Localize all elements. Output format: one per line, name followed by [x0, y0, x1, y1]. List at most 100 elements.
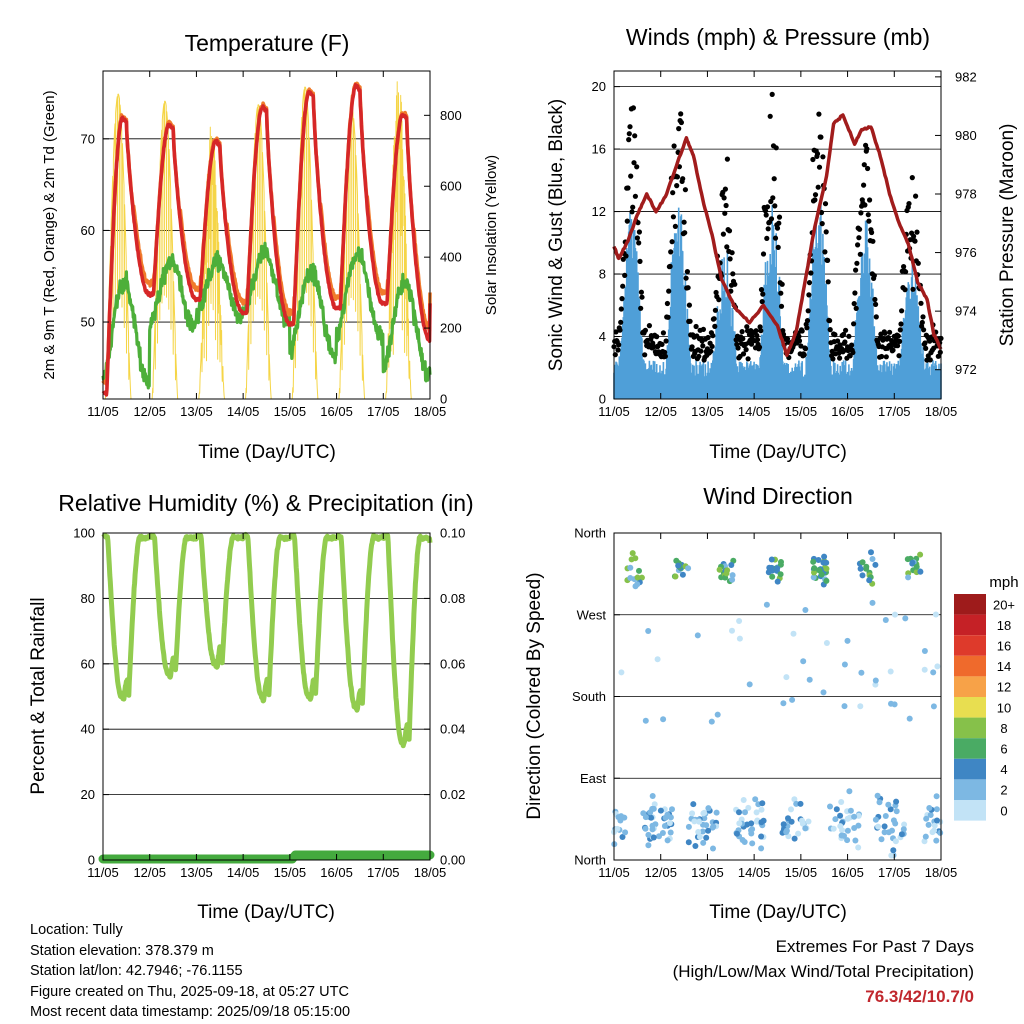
gust-point [666, 288, 672, 294]
gust-point [901, 264, 907, 270]
gust-point [671, 143, 677, 149]
temperature-x-label: Time (Day/UTC) [198, 442, 336, 463]
direction-point [890, 847, 897, 854]
y2-tick-label: 974 [955, 304, 977, 319]
humidity-x-ticks: 11/05 12/05 13/05 14/05 15/05 16/05 17/05 18/05 [87, 533, 446, 880]
direction-point [746, 681, 753, 688]
legend-label: 4 [1000, 762, 1007, 777]
y-tick-label: 0 [88, 853, 95, 868]
direction-point [887, 668, 894, 675]
gust-point [630, 204, 636, 210]
gust-point [622, 272, 628, 278]
direction-point [705, 827, 712, 834]
gust-point [626, 131, 632, 137]
direction-point [934, 663, 941, 670]
gust-point [823, 229, 829, 235]
temperature-title: Temperature (F) [185, 30, 350, 56]
gust-point [869, 229, 875, 236]
x-tick-label: 12/05 [133, 865, 166, 880]
direction-point [816, 567, 822, 573]
gust-point [613, 329, 619, 335]
gust-point [772, 203, 778, 209]
gust-point [612, 352, 618, 358]
direction-point [634, 581, 641, 588]
y-tick-label: 4 [599, 329, 606, 344]
gust-point [624, 218, 630, 224]
direction-point [736, 635, 743, 642]
direction-point [892, 820, 899, 827]
gust-point [796, 338, 803, 344]
gust-point [853, 267, 859, 273]
direction-point [799, 817, 805, 824]
x-tick-label: 13/05 [691, 404, 724, 419]
direction-point [667, 829, 674, 836]
y-tick-label: 100 [73, 526, 95, 541]
gust-point [745, 356, 751, 362]
gust-point [724, 156, 731, 162]
gust-point [764, 235, 770, 241]
x-tick-label: 13/05 [180, 404, 213, 419]
temperature-chart: Temperature (F) 50 60 70 0 200 400 600 800 11/… [41, 30, 500, 463]
direction-point [830, 825, 837, 832]
direction-point [691, 818, 698, 825]
y-tick-label: 80 [81, 591, 95, 606]
x-tick-label: 16/05 [320, 404, 353, 419]
direction-point [847, 807, 854, 814]
gust-point [822, 249, 828, 255]
y2-tick-label: 0.08 [440, 591, 465, 606]
sonic-wind-series [613, 201, 942, 399]
gust-point [827, 327, 833, 333]
direction-point [811, 565, 818, 572]
direction-point [925, 821, 932, 828]
direction-point [662, 814, 669, 821]
gust-point [689, 344, 695, 350]
y2-tick-label: 0.10 [440, 526, 465, 541]
y2-tick-label: 980 [955, 128, 977, 143]
gust-point [763, 212, 769, 218]
gust-point [769, 91, 775, 97]
gust-point [818, 134, 824, 140]
gust-point [842, 339, 848, 345]
gust-point [799, 328, 805, 334]
direction-point [876, 799, 883, 806]
direction-point [699, 828, 706, 835]
direction-point [758, 845, 765, 852]
direction-point [780, 700, 787, 707]
gust-point [629, 209, 635, 215]
direction-point [669, 806, 675, 813]
gust-point [846, 333, 852, 339]
gust-point [634, 164, 640, 170]
direction-point [632, 555, 639, 562]
direction-point [869, 599, 876, 606]
direction-point [769, 573, 776, 580]
gust-point [687, 318, 693, 324]
direction-point [724, 567, 731, 574]
direction-point [785, 815, 791, 822]
gust-point [705, 334, 711, 341]
direction-point [913, 563, 920, 570]
gust-point [923, 345, 929, 351]
gust-point [862, 202, 868, 208]
direction-point [802, 607, 809, 613]
gust-point [693, 323, 699, 330]
x-tick-label: 13/05 [691, 865, 724, 880]
gust-point [805, 308, 811, 314]
gust-point [760, 251, 767, 257]
gust-point [732, 281, 738, 287]
gust-point [827, 318, 833, 324]
direction-point [701, 815, 708, 822]
legend-label: 8 [1000, 721, 1007, 736]
direction-point [666, 820, 673, 827]
direction-point [881, 823, 888, 830]
legend-label: 20+ [993, 597, 1015, 612]
gust-point [830, 356, 836, 362]
gust-point [774, 225, 781, 231]
direction-point [855, 844, 862, 851]
direction-point [902, 615, 909, 622]
gust-point [778, 290, 784, 296]
direction-point [617, 817, 624, 824]
humidity-x-label: Time (Day/UTC) [197, 902, 335, 923]
gust-point [700, 343, 706, 349]
legend-swatch [954, 779, 986, 800]
direction-point [892, 611, 898, 618]
